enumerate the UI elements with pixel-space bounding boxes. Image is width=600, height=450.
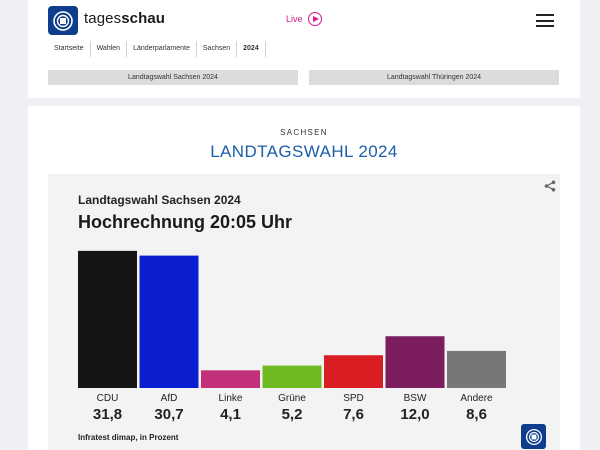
bar-category-label: SPD	[343, 393, 364, 404]
bar-afd[interactable]	[139, 255, 199, 388]
bar-category-label: Linke	[219, 393, 243, 404]
bar-andere[interactable]	[447, 350, 506, 388]
bar-bsw[interactable]	[385, 336, 445, 388]
election-panel: SACHSEN LANDTAGSWAHL 2024 Landtagswahl S…	[28, 106, 580, 450]
bar-cdu[interactable]	[78, 250, 137, 388]
chart-source: Infratest dimap, in Prozent	[78, 433, 179, 442]
breadcrumb: Startseite Wahlen Länderparlamente Sachs…	[48, 41, 266, 57]
site-logo-wordmark[interactable]: tagesschau	[84, 10, 166, 27]
tab-landtagswahl-sachsen[interactable]: Landtagswahl Sachsen 2024	[48, 70, 298, 85]
bar-linke[interactable]	[201, 370, 260, 388]
bar-spd[interactable]	[324, 355, 383, 388]
bar-value-label: 30,7	[154, 406, 183, 423]
ard-logo-icon[interactable]	[48, 6, 78, 35]
page-title: LANDTAGSWAHL 2024	[210, 142, 398, 161]
tab-landtagswahl-thueringen[interactable]: Landtagswahl Thüringen 2024	[309, 70, 559, 85]
bar-category-label: Andere	[460, 393, 493, 404]
region-label: SACHSEN	[280, 128, 328, 137]
chart-title: Hochrechnung 20:05 Uhr	[78, 212, 293, 232]
breadcrumb-item-current: 2024	[237, 41, 266, 57]
bar-grüne[interactable]	[262, 365, 322, 388]
site-header: tagesschau Live Startseite Wahlen Länder…	[28, 0, 580, 98]
bar-value-label: 31,8	[93, 406, 122, 423]
bar-category-label: CDU	[97, 393, 119, 404]
share-icon[interactable]	[544, 180, 556, 192]
breadcrumb-item-laenderparlamente[interactable]: Länderparlamente	[127, 41, 197, 57]
breadcrumb-item-startseite[interactable]: Startseite	[48, 41, 91, 57]
breadcrumb-item-sachsen[interactable]: Sachsen	[197, 41, 238, 57]
play-circle-icon	[307, 12, 322, 26]
live-label: Live	[286, 14, 303, 24]
bar-value-label: 12,0	[400, 406, 429, 423]
bar-category-label: AfD	[161, 393, 178, 404]
chart-subtitle: Landtagswahl Sachsen 2024	[78, 193, 241, 207]
live-link[interactable]: Live	[286, 12, 322, 26]
bar-value-label: 5,2	[282, 406, 303, 423]
hamburger-menu-icon[interactable]	[536, 14, 554, 27]
bar-category-label: BSW	[404, 393, 427, 404]
bar-chart: CDU 31,8 AfD 30,7 Linke 4,1 Grüne 5,2 SPD 7,6 BSW 1…	[78, 250, 506, 423]
breadcrumb-item-wahlen[interactable]: Wahlen	[91, 41, 128, 57]
bar-value-label: 4,1	[220, 406, 241, 423]
ard-logo-icon	[521, 424, 546, 449]
results-chart: Landtagswahl Sachsen 2024 Hochrechnung 2…	[48, 174, 560, 450]
bar-value-label: 8,6	[466, 406, 487, 423]
bar-category-label: Grüne	[278, 393, 306, 404]
bar-value-label: 7,6	[343, 406, 364, 423]
